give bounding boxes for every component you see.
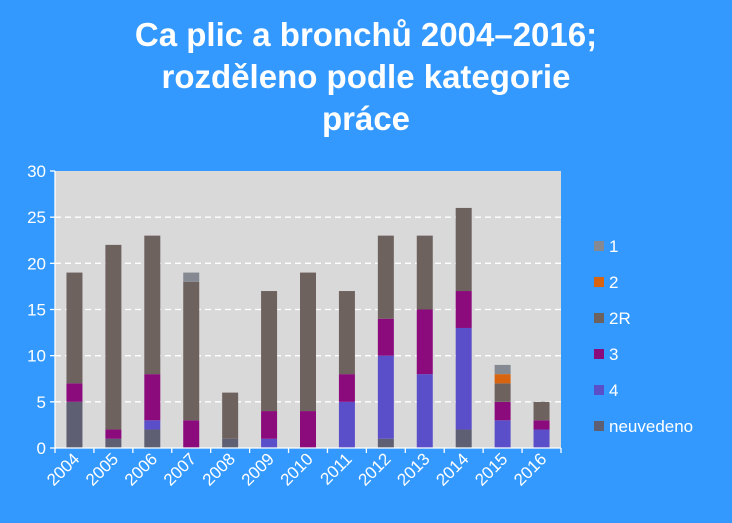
x-tick-label: 2013 xyxy=(393,449,433,489)
bar-segment xyxy=(533,401,550,421)
bar-segment xyxy=(455,327,472,430)
x-tick-label: 2012 xyxy=(354,449,394,489)
bar-segment xyxy=(338,374,355,402)
bar-segment xyxy=(66,383,83,402)
bar-segment xyxy=(261,291,278,412)
x-tick-label: 2016 xyxy=(510,449,550,489)
bar-segment xyxy=(416,309,433,375)
bar-segment xyxy=(377,438,394,448)
bar-segment xyxy=(144,429,161,448)
legend-label: 2 xyxy=(609,273,618,292)
bar-segment xyxy=(183,281,200,421)
legend-swatch xyxy=(594,421,604,431)
y-axis-ticks: 0 5 10 15 20 25 30 xyxy=(27,162,46,458)
x-tick-label: 2005 xyxy=(82,449,122,489)
x-tick-label: 2015 xyxy=(471,449,511,489)
legend: 1 2 2R 3 4 neuvedeno xyxy=(594,237,693,436)
bar-segment xyxy=(455,291,472,328)
x-tick-label: 2008 xyxy=(199,449,239,489)
bar-segment xyxy=(183,272,200,282)
bar-segment xyxy=(222,392,239,439)
bar-segment xyxy=(300,272,316,412)
y-tick-label: 15 xyxy=(27,301,46,320)
bar-segment xyxy=(494,383,511,402)
chart-title-line-2: rozděleno podle kategorie xyxy=(161,58,571,95)
chart-title-line-1: Ca plic a bronchů 2004–2016; xyxy=(134,16,598,53)
x-tick-label: 2009 xyxy=(238,449,278,489)
bar-segment xyxy=(338,401,355,448)
bar-segment xyxy=(144,420,161,430)
y-tick-label: 20 xyxy=(27,254,46,273)
bar-segment xyxy=(144,374,161,421)
x-tick-label: 2014 xyxy=(432,449,472,489)
bar-segment xyxy=(261,411,278,439)
bar-segment xyxy=(533,420,550,430)
bar-segment xyxy=(338,291,355,375)
bar-segment xyxy=(455,207,472,292)
bar-segment xyxy=(494,364,511,375)
y-tick-label: 0 xyxy=(37,439,46,458)
x-tick-label: 2004 xyxy=(43,449,83,489)
bar-segment xyxy=(105,429,122,439)
bar-segment xyxy=(377,235,394,319)
x-tick-label: 2006 xyxy=(121,449,161,489)
chart-title-line-3: práce xyxy=(321,100,411,137)
bars xyxy=(66,207,550,448)
legend-label: 4 xyxy=(609,381,618,400)
axes xyxy=(50,170,562,453)
bar-segment xyxy=(66,401,83,448)
bar-segment xyxy=(105,244,122,430)
bar-segment xyxy=(455,429,472,448)
chart-title: Ca plic a bronchů 2004–2016; rozděleno p… xyxy=(0,14,732,140)
legend-label: 1 xyxy=(609,237,618,256)
bar-segment xyxy=(261,438,278,448)
x-tick-label: 2007 xyxy=(160,449,200,489)
bar-segment xyxy=(377,355,394,439)
x-tick-label: 2011 xyxy=(316,449,355,488)
y-tick-label: 5 xyxy=(37,393,46,412)
legend-swatch xyxy=(594,385,604,395)
y-tick-label: 30 xyxy=(27,162,46,181)
legend-label: neuvedeno xyxy=(609,417,693,436)
y-tick-label: 25 xyxy=(27,208,46,227)
legend-label: 3 xyxy=(609,345,618,364)
bar-segment xyxy=(416,235,433,310)
legend-label: 2R xyxy=(609,309,631,328)
bar-segment xyxy=(416,374,433,448)
y-tick-label: 10 xyxy=(27,347,46,366)
bar-segment xyxy=(494,374,511,384)
bar-segment xyxy=(222,438,239,448)
bar-segment xyxy=(300,411,316,448)
bar-segment xyxy=(105,438,122,448)
bar-segment xyxy=(66,272,83,384)
legend-swatch xyxy=(594,277,604,287)
bar-segment xyxy=(144,235,161,375)
x-tick-label: 2010 xyxy=(277,449,317,489)
legend-swatch xyxy=(594,349,604,359)
bar-segment xyxy=(494,401,511,421)
bar-segment xyxy=(533,429,550,448)
bar-segment xyxy=(377,318,394,356)
legend-swatch xyxy=(594,241,604,251)
legend-swatch xyxy=(594,313,604,323)
bar-segment xyxy=(494,420,511,448)
bar-segment xyxy=(183,420,200,448)
